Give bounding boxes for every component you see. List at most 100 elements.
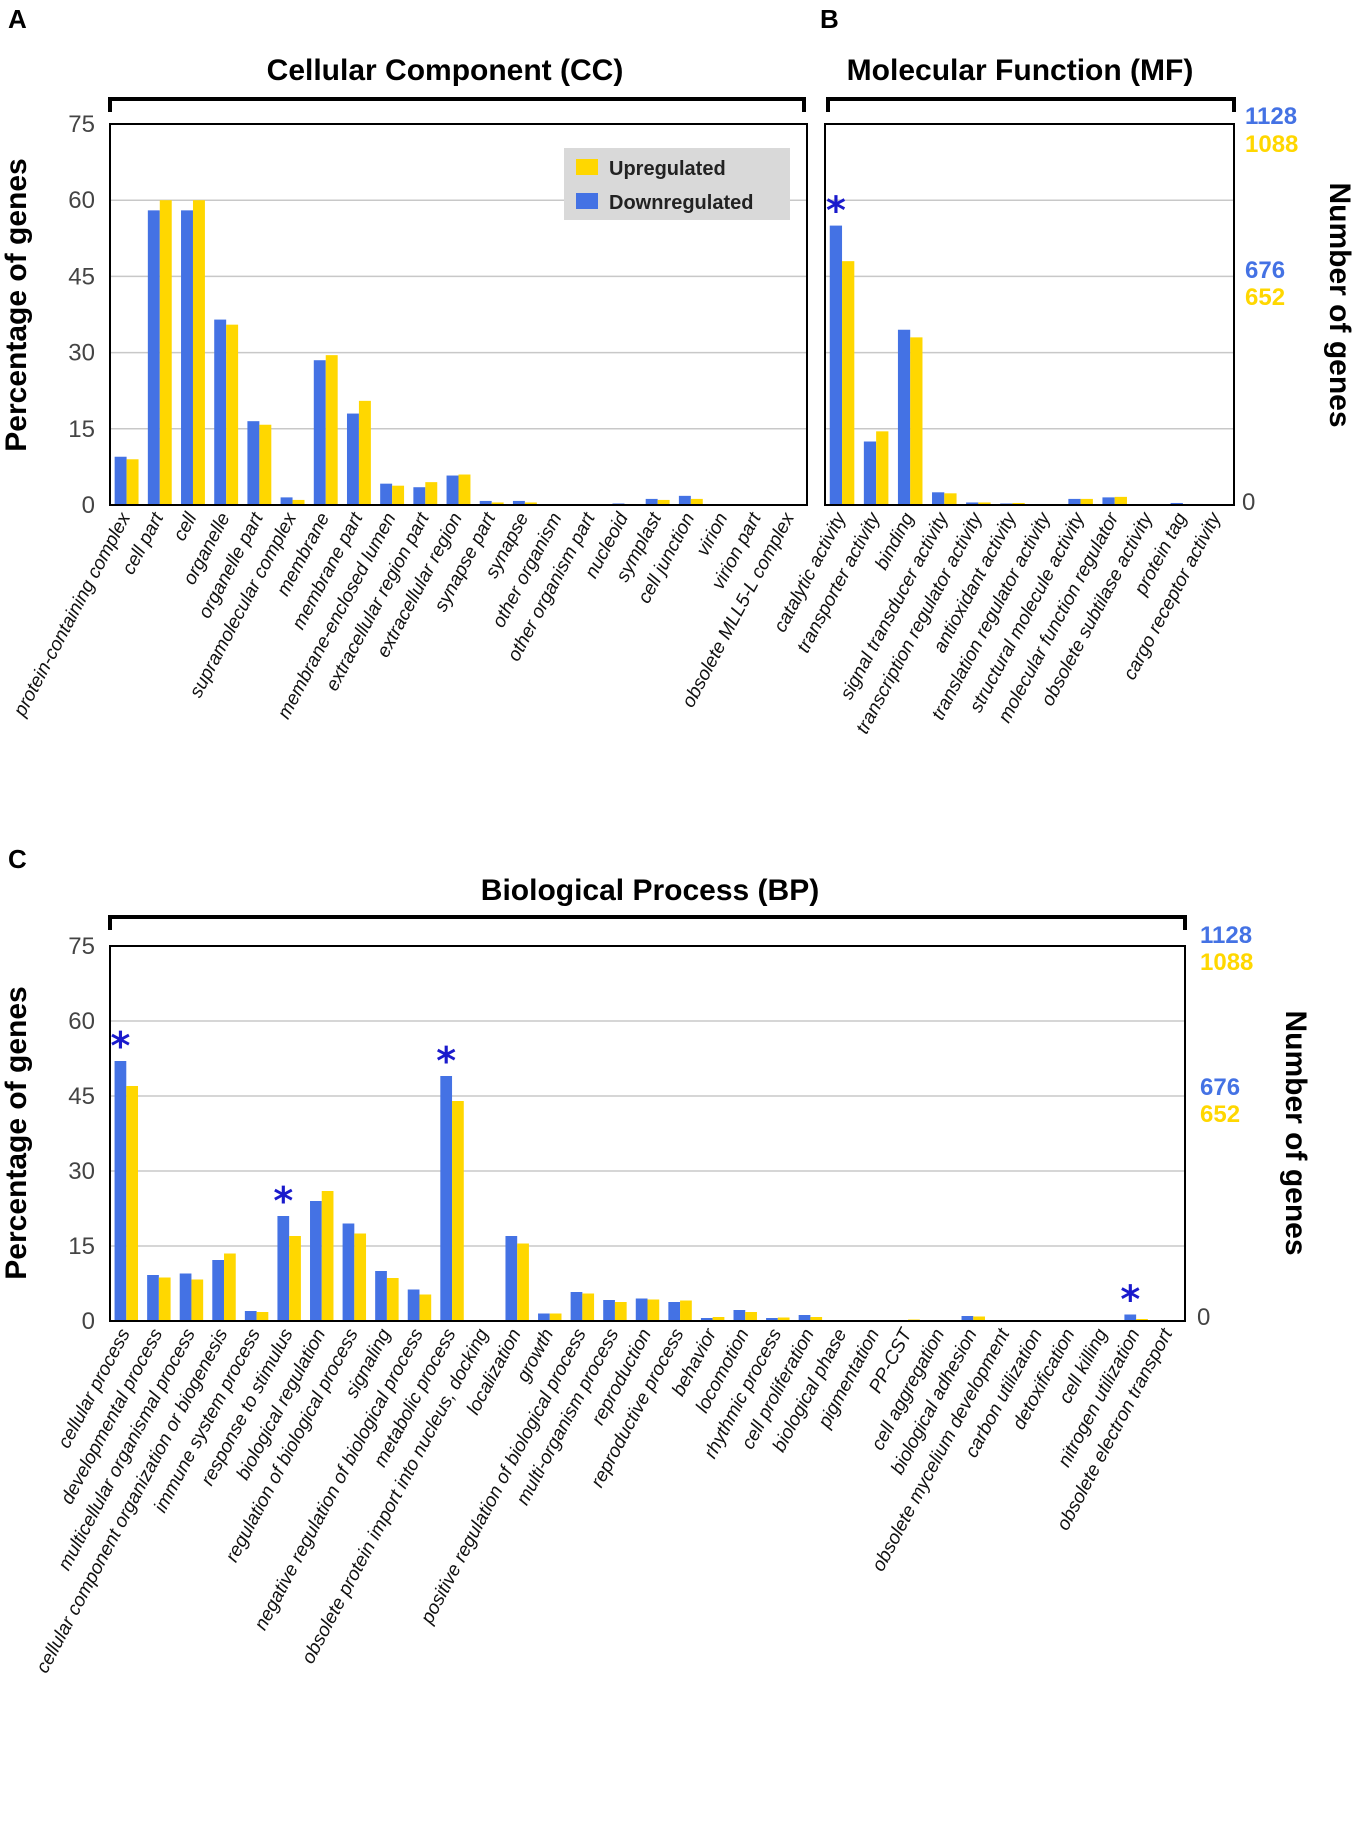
bar-downregulated-synapse [512,500,525,505]
legend-label-upregulated: Upregulated [609,158,726,180]
bar-downregulated-signaling [375,1271,387,1321]
panel-c: C Biological Process (BP) * * * * 0 15 30 45 60… [0,844,1312,1677]
panel-a-title: Cellular Component (CC) [267,54,624,87]
panel-b-y2-zero: 0 [1242,489,1255,516]
panel-b-bracket [826,97,1236,112]
bar-downregulated-positive-regulation-of-biological-process [570,1292,583,1321]
category-label-protein-containing-complex: protein-containing complex [9,508,135,721]
bar-upregulated-locomotion [745,1312,757,1321]
panel-c-y-tick-label: 45 [68,1083,95,1110]
bar-upregulated-membrane [325,355,338,505]
bar-upregulated-molecular-function-regulator [1114,496,1127,505]
bar-upregulated-symplast [657,499,670,505]
bar-downregulated-molecular-function-regulator [1102,497,1115,505]
bar-upregulated-metabolic-process [452,1101,464,1321]
bar-upregulated-protein-containing-complex [126,459,139,505]
bar-downregulated-binding [897,329,911,505]
panel-letter-c: C [8,844,27,874]
panel-c-gridlines [110,1020,1185,1247]
bar-upregulated-biological-regulation [321,1191,334,1321]
bar-downregulated-cell [181,210,193,506]
bar-downregulated-structural-molecule-activity [1068,498,1081,505]
bar-downregulated-negative-regulation-of-biological-process [407,1289,420,1321]
panel-a-y-tick-label: 60 [68,187,95,214]
bar-downregulated-signal-transducer-activity [932,492,945,505]
significance-star: * [826,189,846,233]
bar-upregulated-membrane-part [358,400,371,505]
bar-upregulated-transcription-regulator-activity [978,502,991,505]
panel-b-y2-mid-yellow: 652 [1245,284,1285,311]
panel-b: B Molecular Function (MF) * 1128 1088 67… [770,4,1355,738]
panel-a-y-tick-label: 15 [68,416,95,443]
panel-c-y-tick-label: 30 [68,1158,95,1185]
panel-c-y-ticks: 0 15 30 45 60 75 [68,933,95,1335]
bar-downregulated-reproductive-process [668,1302,681,1321]
bar-downregulated-nitrogen-utilization [1124,1314,1137,1321]
panel-c-frame [109,945,1186,1322]
bar-upregulated-localization [517,1243,529,1321]
category-label-cell: cell [169,509,201,545]
bar-upregulated-response-to-stimulus [289,1236,301,1321]
panel-letter-b: B [820,4,839,34]
bar-upregulated-membrane-enclosed-lumen [392,485,405,505]
panel-c-bracket [108,915,1187,930]
panel-letter-a: A [8,4,27,34]
bar-downregulated-growth [538,1313,550,1321]
panel-c-y2-mid-yellow: 652 [1200,1101,1240,1128]
panel-c-y-axis-title: Percentage of genes [0,986,33,1279]
bar-downregulated-membrane [313,360,326,505]
bar-downregulated-metabolic-process [440,1076,453,1321]
panel-a-frame [109,123,808,506]
bar-downregulated-organelle-part [247,421,260,505]
panel-b-y2-top-blue: 1128 [1245,103,1297,130]
panel-b-bars [829,225,1230,505]
panel-c-y-tick-label: 0 [82,1308,95,1335]
bar-downregulated-regulation-of-biological-process [342,1223,355,1321]
bar-upregulated-behavior [712,1317,725,1321]
panel-c-y2-top-blue: 1128 [1200,922,1252,949]
panel-b-title: Molecular Function (MF) [847,54,1194,87]
panel-a-bars [114,200,803,506]
legend-label-downregulated: Downregulated [609,192,753,214]
panel-a: A Cellular Component (CC) 0 15 30 45 60 75 Pe… [0,4,808,723]
bar-upregulated-catalytic-activity [842,261,855,505]
bar-upregulated-cellular-process [126,1086,139,1321]
panel-a-y-tick-label: 45 [68,263,95,290]
bar-upregulated-reproductive-process [680,1300,692,1321]
bar-upregulated-organelle [226,324,239,505]
bar-upregulated-cell-junction [690,498,703,505]
bar-upregulated-growth [549,1313,562,1321]
panel-c-y2-zero: 0 [1197,1304,1210,1331]
panel-b-y2-top-yellow: 1088 [1245,131,1298,158]
bar-upregulated-biological-adhesion [973,1316,985,1321]
bar-upregulated-structural-molecule-activity [1080,498,1093,505]
panel-a-y-tick-label: 0 [82,492,95,519]
panel-b-stars: * [826,189,846,233]
bar-upregulated-signal-transducer-activity [944,493,957,505]
bar-upregulated-regulation-of-biological-process [354,1233,367,1321]
panel-c-title: Biological Process (BP) [481,874,819,907]
legend-swatch-downregulated [576,193,598,209]
bar-upregulated-cell-proliferation [810,1317,823,1321]
legend-box [564,148,790,220]
bar-upregulated-organelle-part [259,424,272,505]
bar-downregulated-reproduction [635,1298,648,1321]
bar-downregulated-organelle [214,319,227,505]
panel-a-y-tick-label: 75 [68,111,95,138]
panel-a-y-tick-label: 30 [68,340,95,367]
bar-downregulated-cell-junction [678,495,691,505]
panel-c-y-tick-label: 60 [68,1008,95,1035]
panel-b-gridlines [825,199,1234,430]
bar-upregulated-supramolecular-complex [292,499,305,505]
bar-upregulated-cell [192,200,205,505]
bar-downregulated-multi-organism-process [603,1300,615,1321]
bar-downregulated-transporter-activity [863,441,877,505]
bar-upregulated-rhythmic-process [777,1317,790,1321]
bar-downregulated-protein-tag [1170,502,1183,505]
bar-downregulated-cellular-component-organization-or-biogenesis [212,1260,225,1321]
panel-c-y-tick-label: 75 [68,933,95,960]
panel-c-y2-top-yellow: 1088 [1200,949,1253,976]
